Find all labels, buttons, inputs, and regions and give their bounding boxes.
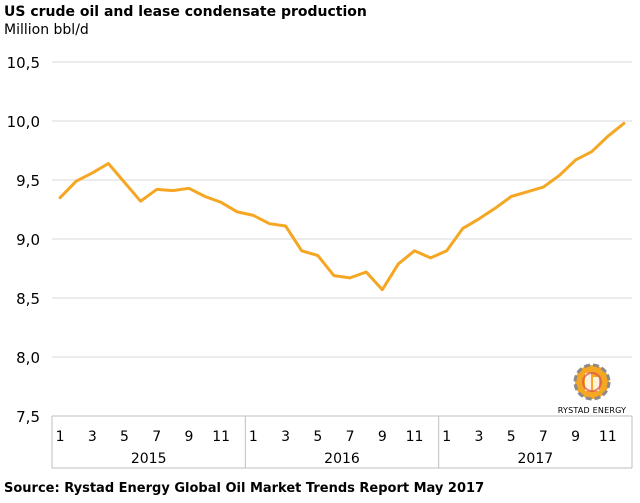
x-tick-label: 7: [152, 429, 161, 445]
data-point: [91, 171, 94, 175]
data-point: [123, 181, 126, 184]
x-tick-label: 9: [184, 429, 193, 445]
rystad-logo-icon: [573, 363, 611, 401]
data-point: [558, 174, 561, 177]
x-tick-label: 1: [442, 429, 451, 445]
data-point: [187, 187, 191, 190]
y-tick-label: 8,0: [16, 349, 40, 367]
x-tick-label: 11: [599, 429, 617, 445]
year-label: 2016: [324, 451, 360, 467]
data-point: [155, 188, 158, 191]
year-label: 2017: [518, 451, 554, 467]
x-tick-label: 11: [406, 429, 424, 445]
data-point: [509, 195, 513, 198]
data-point: [413, 249, 416, 252]
data-point: [461, 227, 465, 230]
year-label: 2015: [131, 451, 167, 467]
production-series-line: [58, 121, 626, 292]
data-point: [300, 249, 303, 252]
data-point: [139, 200, 142, 203]
data-point: [381, 288, 384, 291]
x-tick-label: 9: [378, 429, 387, 445]
data-point: [316, 254, 320, 257]
data-point: [268, 222, 271, 225]
data-point: [590, 150, 593, 153]
y-tick-label: 8,5: [16, 290, 40, 308]
data-point: [445, 249, 448, 252]
data-point: [236, 210, 239, 214]
data-point: [364, 270, 368, 274]
chart-source: Source: Rystad Energy Global Oil Market …: [4, 481, 485, 496]
y-tick-label: 10,0: [7, 113, 40, 131]
x-tick-label: 1: [249, 429, 258, 445]
x-tick-label: 3: [88, 429, 97, 445]
x-tick-label: 3: [281, 429, 290, 445]
x-tick-label: 5: [507, 429, 516, 445]
x-tick-label: 9: [571, 429, 580, 445]
data-point: [203, 195, 207, 198]
y-tick-label: 10,5: [7, 54, 40, 72]
data-point: [219, 201, 223, 204]
x-tick-label: 7: [539, 429, 548, 445]
data-point: [526, 190, 529, 193]
data-point: [622, 122, 626, 125]
data-point: [332, 274, 336, 277]
data-point: [477, 217, 481, 221]
y-tick-label: 9,0: [16, 231, 40, 249]
data-point: [574, 158, 577, 162]
data-point: [252, 214, 255, 217]
y-tick-label: 9,5: [16, 172, 40, 190]
data-point: [606, 135, 610, 138]
x-tick-label: 5: [120, 429, 129, 445]
data-point: [58, 196, 62, 199]
data-point: [348, 276, 352, 280]
data-point: [429, 256, 432, 260]
x-tick-label: 11: [212, 429, 230, 445]
data-point: [542, 185, 545, 189]
data-point: [171, 189, 175, 192]
chart-subtitle: Million bbl/d: [4, 22, 89, 38]
x-tick-label: 7: [346, 429, 355, 445]
rystad-logo: RYSTAD ENERGY: [552, 362, 632, 415]
x-tick-label: 5: [313, 429, 322, 445]
chart-title: US crude oil and lease condensate produc…: [4, 4, 367, 20]
data-point: [107, 162, 110, 165]
data-point: [74, 179, 78, 183]
data-point: [284, 224, 287, 228]
data-point: [397, 262, 400, 265]
x-tick-label: 3: [474, 429, 483, 445]
rystad-logo-text: RYSTAD ENERGY: [557, 406, 627, 415]
x-tick-label: 1: [56, 429, 65, 445]
y-tick-label: 7,5: [16, 408, 40, 426]
data-point: [493, 207, 497, 210]
